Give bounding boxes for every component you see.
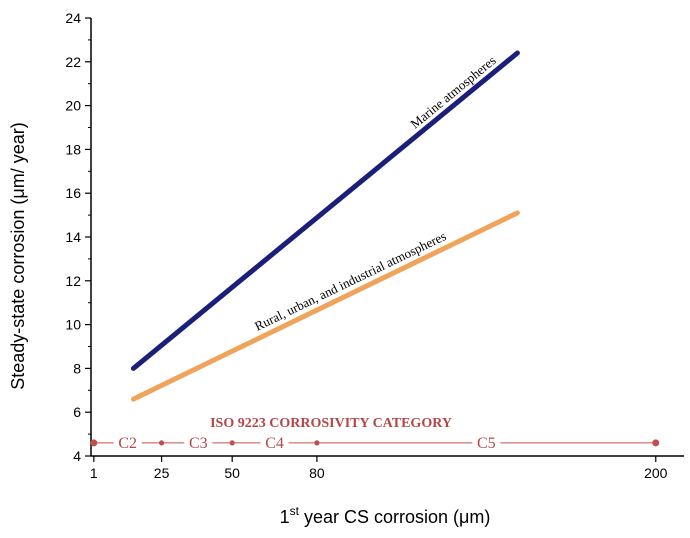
y-axis-ticks: 4 6 8 10 12 14 16 18 20 22 24: [65, 10, 91, 464]
y-tick-label-18: 18: [65, 141, 81, 157]
y-tick-label-10: 10: [65, 317, 81, 333]
corrosivity-category-c4: C4: [265, 435, 284, 452]
x-axis-title-main: 1: [280, 507, 290, 527]
x-axis-title-superscript: st: [290, 504, 300, 518]
x-tick-label-80: 80: [309, 465, 325, 481]
series-line-rural-urban-industrial: [130, 210, 520, 402]
x-tick-label-200: 200: [644, 465, 668, 481]
corrosivity-title: ISO 9223 CORROSIVITY CATEGORY: [210, 416, 452, 431]
corrosivity-boundary-1: [90, 439, 98, 447]
axes: [90, 18, 684, 457]
y-tick-label-16: 16: [65, 185, 81, 201]
corrosivity-category-c3: C3: [189, 435, 208, 452]
x-tick-label-25: 25: [154, 465, 170, 481]
corrosivity-category-c5: C5: [477, 435, 496, 452]
x-axis-title: 1st year CS corrosion (μm): [280, 504, 491, 527]
y-tick-label-24: 24: [65, 10, 81, 26]
corrosivity-boundary-50: [229, 440, 235, 446]
y-axis-title: Steady-state corrosion (μm/ year): [8, 122, 28, 389]
y-tick-label-12: 12: [65, 273, 81, 289]
y-tick-label-14: 14: [65, 229, 81, 245]
y-tick-label-6: 6: [73, 404, 81, 420]
corrosivity-category-c2: C2: [118, 435, 137, 452]
corrosivity-boundary-25: [158, 440, 165, 446]
y-tick-label-22: 22: [65, 54, 81, 70]
series-line-marine: [130, 50, 520, 371]
x-axis-ticks: 1 25 50 80 200: [90, 456, 668, 481]
x-tick-label-50: 50: [224, 465, 240, 481]
x-axis-title-rest: year CS corrosion (μm): [299, 507, 490, 527]
corrosivity-boundary-200: [652, 439, 660, 447]
y-tick-label-20: 20: [65, 98, 81, 114]
x-tick-label-1: 1: [90, 465, 98, 481]
y-tick-label-8: 8: [73, 360, 81, 376]
corrosivity-boundary-80: [314, 440, 320, 446]
y-tick-label-4: 4: [73, 448, 81, 464]
corrosivity-category-band: ISO 9223 CORROSIVITY CATEGORY C2 C3 C4 C5: [90, 416, 660, 452]
series-label-marine: Marine atmospheres: [407, 53, 498, 132]
